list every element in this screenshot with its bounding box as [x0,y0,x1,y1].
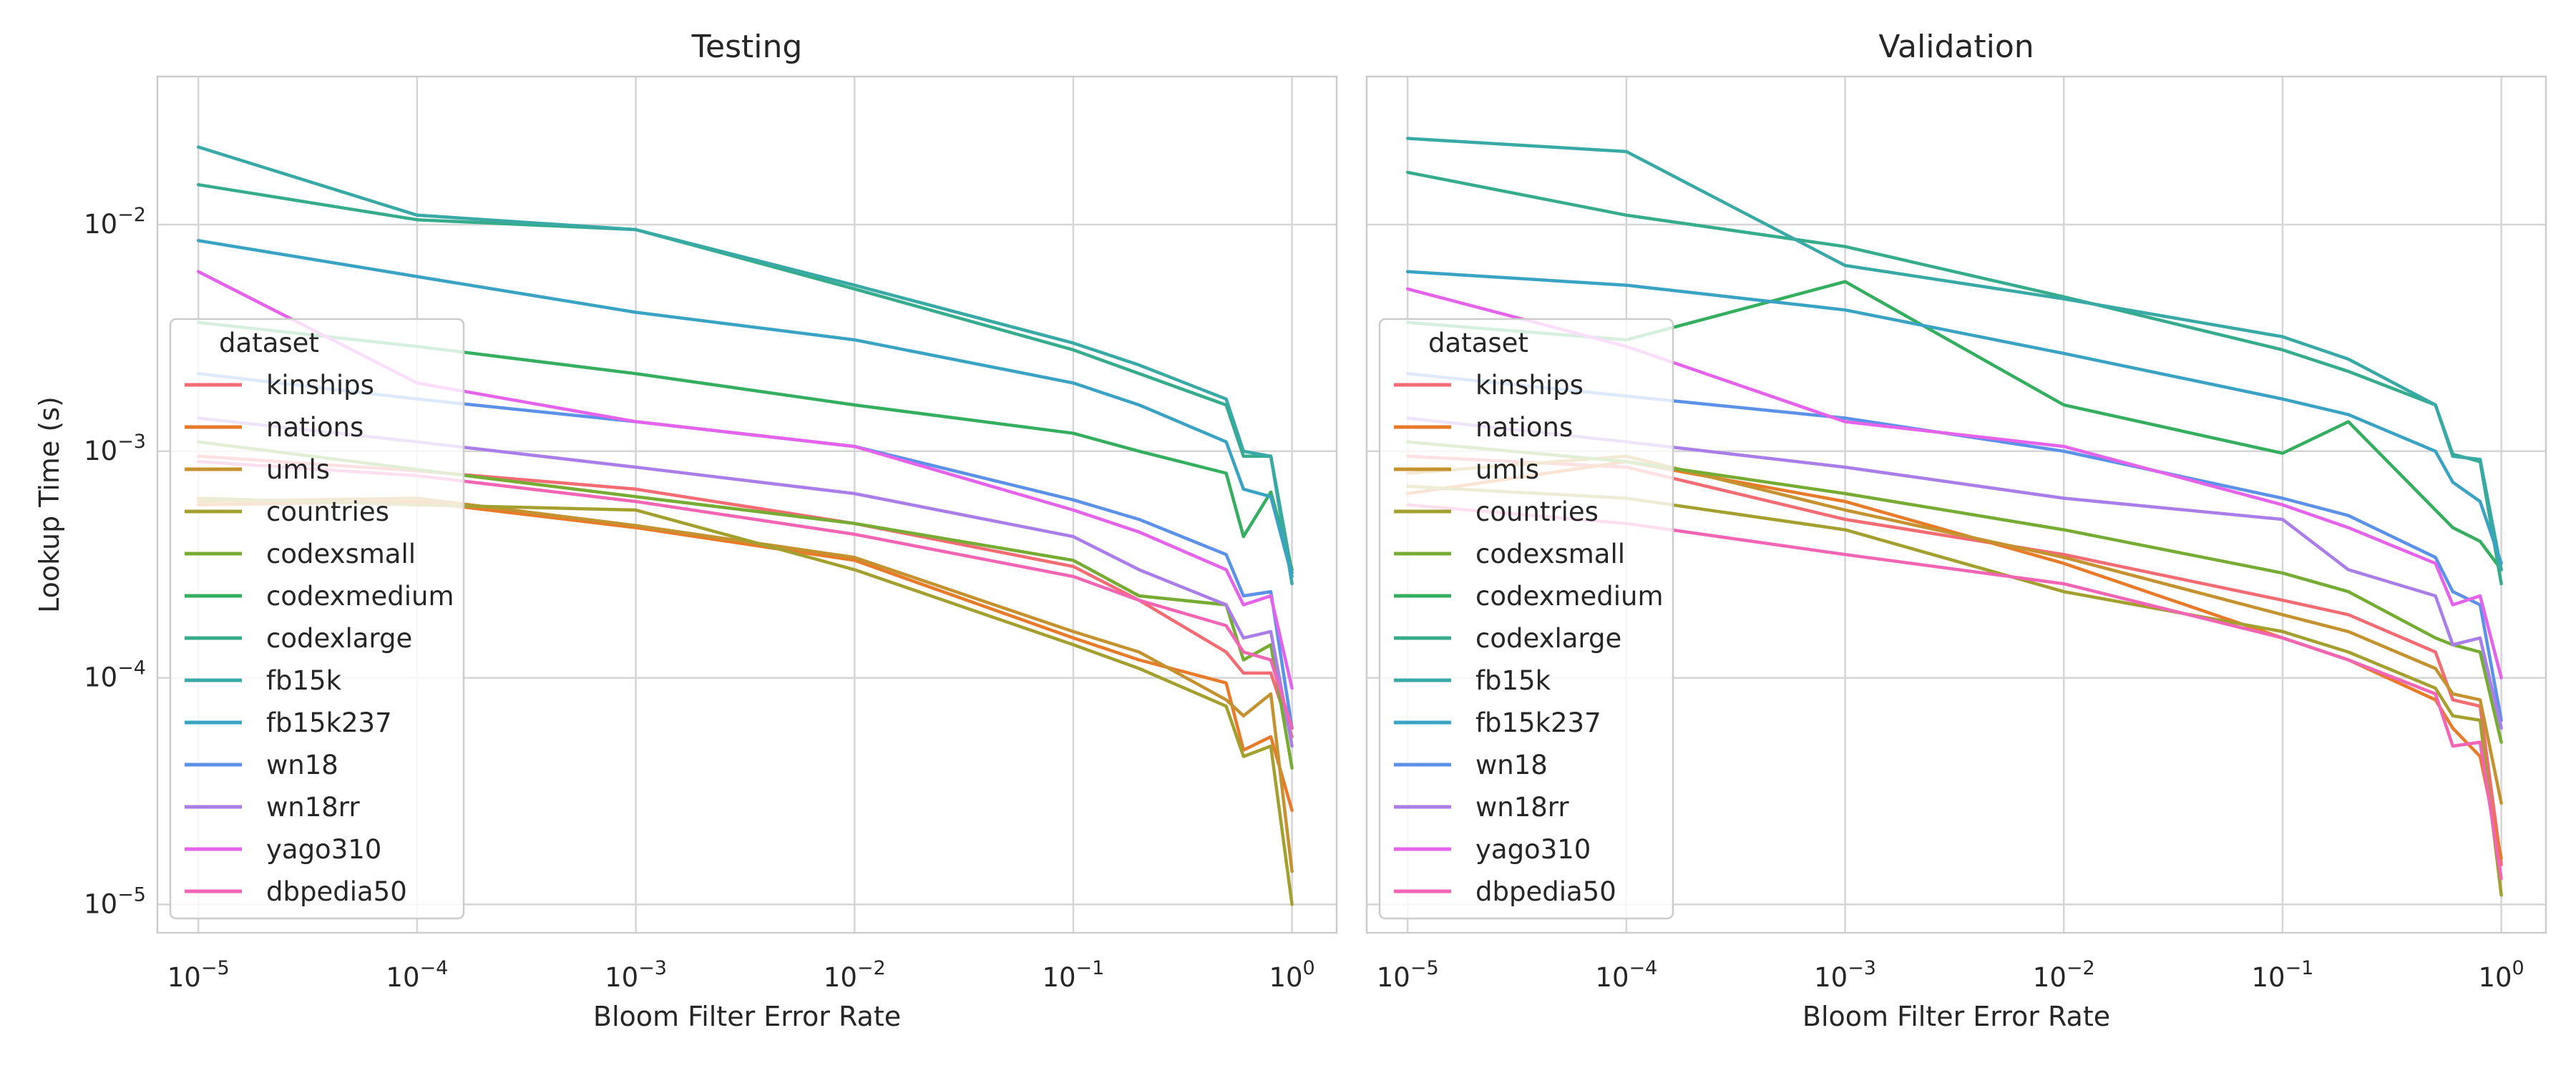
legend-entry-kinships: kinships [266,370,374,401]
legend-entry-codexsmall: codexsmall [266,539,416,569]
series-line-codexlarge [196,182,1294,575]
series-line-kinships [196,454,1294,739]
x-tick-label: 10−5 [1377,957,1439,993]
series-line-fb15k237 [196,239,1294,579]
plot-frame [156,75,1338,934]
legend-title: dataset [219,328,319,358]
x-tick-label: 10−4 [1595,957,1657,993]
legend-box [1378,318,1674,920]
legend-entry-codexlarge: codexlarge [1475,623,1621,654]
y-tick-label: 10−5 [84,883,146,919]
legend-entry-codexmedium: codexmedium [266,581,454,612]
legend-title: dataset [1428,328,1528,358]
legend-entry-nations: nations [1475,412,1573,443]
x-tick-label: 10−3 [1814,957,1876,993]
legend-entry-kinships: kinships [1475,370,1584,401]
x-tick-label: 10−4 [386,957,448,993]
legend-entry-codexmedium: codexmedium [1475,581,1664,612]
series-line-nations [196,499,1294,813]
x-tick-label: 10−2 [2033,957,2095,993]
series-line-codexmedium [196,320,1294,572]
legend-entry-fb15k237: fb15k237 [266,707,392,738]
legend-entry-wn18rr: wn18rr [266,792,360,823]
series-line-fb15k237 [1405,270,2503,565]
legend-entry-countries: countries [266,496,389,527]
y-axis-label: Lookup Time (s) [34,396,65,613]
legend-entry-umls: umls [1475,454,1539,485]
legend-entry-fb15k: fb15k [1475,665,1551,696]
x-tick-label: 10−2 [824,957,886,993]
legend-entry-umls: umls [266,454,330,485]
series-line-umls [1405,454,2503,805]
series-line-yago310 [1405,287,2503,680]
y-tick-label: 10−2 [84,204,146,240]
legend-entry-dbpedia50: dbpedia50 [1475,876,1616,907]
series-line-wn18 [1405,372,2503,722]
legend-entry-yago310: yago310 [1475,834,1591,865]
legend-entry-wn18rr: wn18rr [1475,792,1569,823]
legend-entry-codexsmall: codexsmall [1475,539,1625,569]
x-tick-label: 10−3 [605,957,667,993]
series-line-countries [196,496,1294,906]
testing-panel: 10−5 10−4 10−3 10−2 10−1 100 10−5 10−4 10−3 10−2 T… [34,29,1338,1032]
y-tick-label: 10−3 [84,431,146,466]
x-tick-label: 10−1 [2251,957,2313,993]
legend-entry-nations: nations [266,412,364,443]
series-line-kinships [1405,454,2503,866]
legend: dataset kinships nations umls countries codex… [169,318,465,920]
series-line-wn18rr [196,416,1294,748]
series-line-wn18rr [1405,416,2503,730]
legend-entry-fb15k237: fb15k237 [1475,707,1601,738]
validation-panel: 10−5 10−4 10−3 10−2 10−1 100 Validation Bloom F… [1365,29,2547,1032]
series-line-codexsmall [1405,440,2503,744]
series-line-dbpedia50 [1405,503,2503,881]
x-axis-label: Bloom Filter Error Rate [593,1001,901,1032]
x-tick-label: 100 [2478,957,2524,993]
series-line-countries [1405,484,2503,897]
legend-entry-yago310: yago310 [266,834,381,865]
legend-entry-codexlarge: codexlarge [266,623,412,654]
plot-frame [1365,75,2547,934]
x-tick-label: 10−5 [167,957,230,993]
series-line-yago310 [196,270,1294,690]
legend-entry-fb15k: fb15k [266,665,342,696]
x-axis-label: Bloom Filter Error Rate [1802,1001,2110,1032]
series-line-fb15k [1405,137,2503,572]
series-line-wn18 [196,372,1294,730]
legend-box [169,318,465,920]
legend-entry-countries: countries [1475,496,1599,527]
legend-entry-dbpedia50: dbpedia50 [266,876,407,907]
legend-entry-wn18: wn18 [1475,750,1548,780]
series-line-codexmedium [1405,280,2503,572]
series-line-dbpedia50 [196,460,1294,730]
chart-title: Validation [1878,29,2034,65]
legend-entry-wn18: wn18 [266,750,338,780]
legend: dataset kinships nations umls countries codex… [1378,318,1674,920]
series-line-codexsmall [196,440,1294,770]
y-tick-label: 10−4 [84,657,146,693]
x-tick-label: 100 [1269,957,1314,993]
x-tick-label: 10−1 [1042,957,1104,993]
series-line-fb15k [196,145,1294,586]
series-line-umls [196,496,1294,873]
chart-title: Testing [691,29,803,65]
